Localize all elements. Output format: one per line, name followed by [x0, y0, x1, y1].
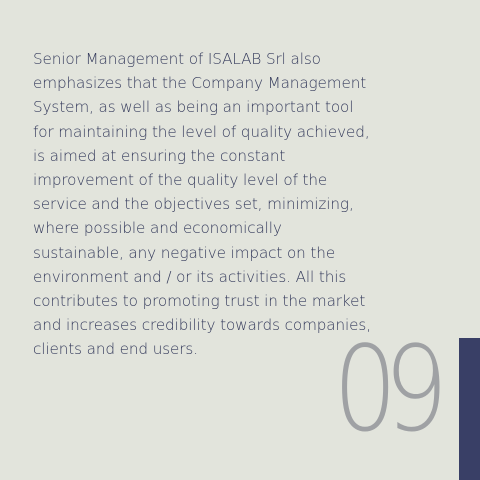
page-number: 09 — [333, 320, 448, 458]
accent-bar — [459, 338, 480, 480]
body-paragraph: Senior Management of ISALAB Srl also emp… — [33, 50, 371, 359]
